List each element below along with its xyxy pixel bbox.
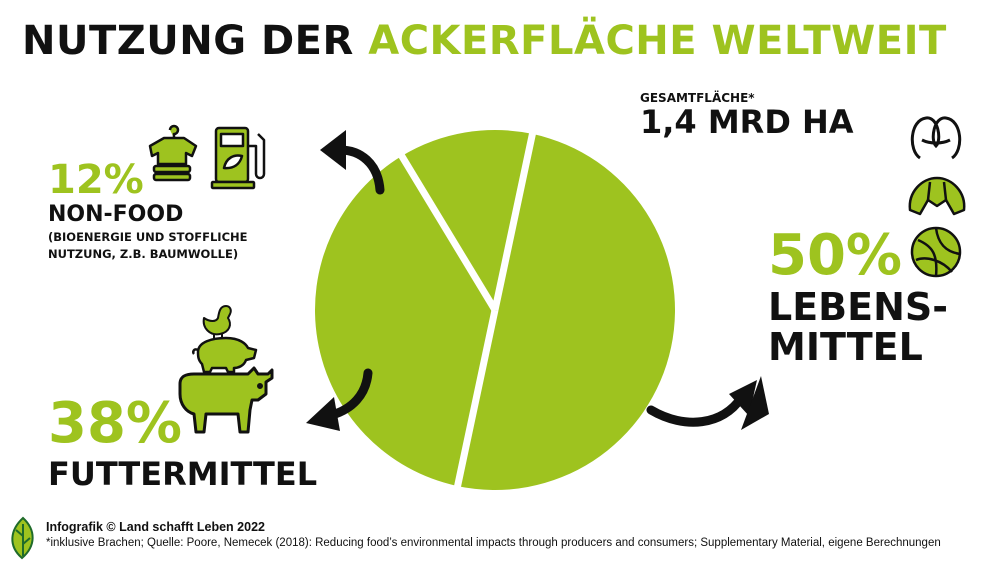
pie-slices — [315, 129, 675, 491]
nonfood-desc-line-2: NUTZUNG, Z.B. BAUMWOLLE) — [48, 246, 239, 261]
nonfood-label: NON-FOOD — [48, 202, 184, 227]
food-label-line-1: LEBENS- — [768, 285, 949, 329]
nonfood-block: 12% NON-FOOD (BIOENERGIE UND STOFFLICHE … — [48, 160, 248, 262]
title-part-2: ACKERFLÄCHE WELTWEIT — [368, 18, 947, 64]
nonfood-arrow-icon — [320, 130, 385, 195]
page-title: NUTZUNG DER ACKERFLÄCHE WELTWEIT — [22, 18, 947, 64]
tshirt-icon — [148, 124, 198, 182]
pie-slice-lebensmittel — [457, 133, 675, 491]
bread-roll-icon — [910, 226, 962, 278]
pretzel-icon — [910, 116, 962, 160]
pie-separator-1 — [491, 129, 537, 311]
footer-source: *inklusive Brachen; Quelle: Poore, Nemec… — [46, 537, 941, 549]
pig-icon — [191, 336, 258, 374]
food-percent: 50% — [768, 223, 903, 288]
feed-block: 38% FUTTERMITTEL — [48, 396, 317, 492]
pie-separator-3 — [396, 150, 498, 312]
food-arrow-icon — [646, 376, 769, 430]
title-part-1: NUTZUNG DER — [22, 18, 354, 64]
feed-percent: 38% — [48, 391, 183, 456]
nonfood-percent: 12% — [48, 157, 144, 203]
total-area: GESAMTFLÄCHE* 1,4 MRD HA — [640, 90, 854, 140]
food-block: 50% LEBENS- MITTEL — [768, 228, 948, 368]
pie-gaps — [396, 129, 537, 491]
leaf-logo-icon — [11, 516, 34, 560]
pie-slice-non-food — [401, 129, 533, 310]
footer-credit: Infografik © Land schafft Leben 2022 — [46, 520, 265, 534]
food-label-line-2: MITTEL — [768, 324, 923, 369]
nonfood-desc-line-1: (BIOENERGIE UND STOFFLICHE — [48, 230, 248, 245]
feed-arrow-icon — [306, 368, 373, 431]
total-label: GESAMTFLÄCHE* — [640, 91, 755, 105]
feed-label: FUTTERMITTEL — [48, 455, 318, 493]
pie-separator-2 — [453, 309, 499, 491]
fuel-pump-icon — [210, 126, 266, 190]
cow-icon — [178, 366, 274, 434]
croissant-icon — [908, 176, 966, 216]
total-value: 1,4 MRD HA — [640, 103, 854, 142]
